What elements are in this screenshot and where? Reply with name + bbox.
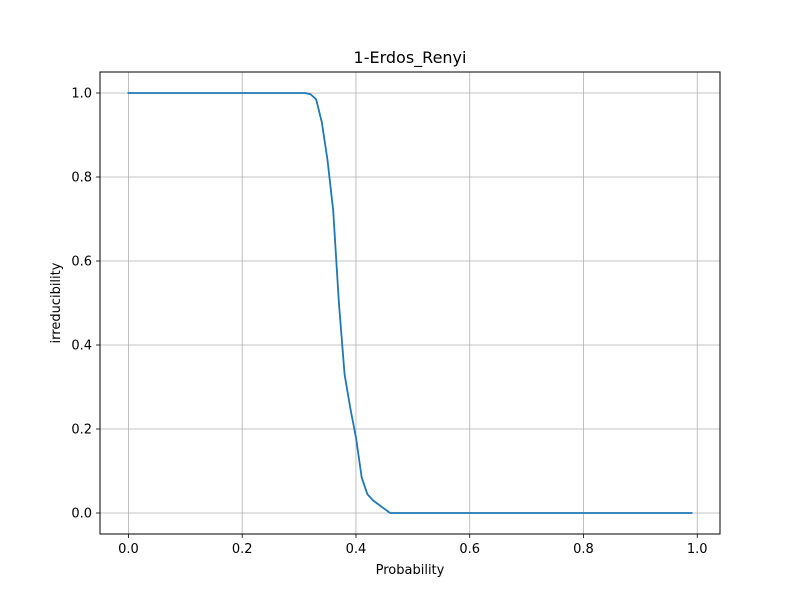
y-tick-label: 0.0 xyxy=(71,507,92,522)
plot-area-frame xyxy=(99,71,721,535)
x-tick-label: 0.4 xyxy=(346,542,367,557)
x-tick-label: 0.8 xyxy=(573,542,594,557)
y-tick-label: 0.4 xyxy=(71,339,92,354)
x-tick-label: 0.6 xyxy=(459,542,480,557)
y-tick-label: 1.0 xyxy=(71,87,92,102)
y-tick-label: 0.6 xyxy=(71,255,92,270)
y-axis-label: irreducibility xyxy=(49,262,64,343)
x-tick-label: 0.2 xyxy=(232,542,253,557)
series-layer xyxy=(127,92,693,514)
grid-lines xyxy=(100,72,720,534)
series-line xyxy=(127,92,693,514)
y-tick-label: 0.8 xyxy=(71,171,92,186)
x-tick-label: 0.0 xyxy=(118,542,139,557)
axis-ticks: 0.0 0.2 0.4 0.6 0.8 1.0 0.0 0.2 0.4 0.6 0.8 1.0 xyxy=(71,87,707,558)
chart-title: 1-Erdos_Renyi xyxy=(354,48,467,68)
y-tick-label: 0.2 xyxy=(71,423,92,438)
x-tick-label: 1.0 xyxy=(687,542,708,557)
x-axis-label: Probability xyxy=(376,563,445,578)
